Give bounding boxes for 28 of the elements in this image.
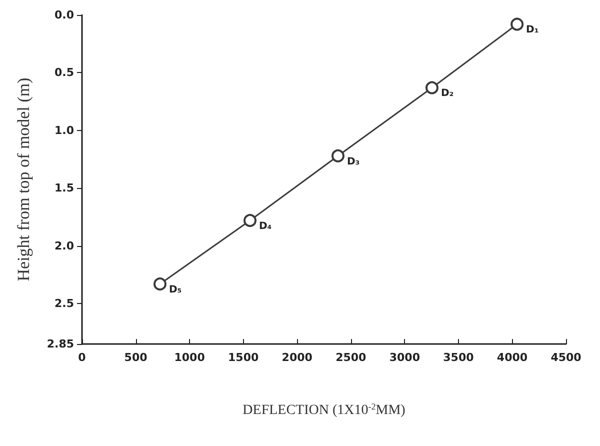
y-tick-label: 1.5 [54, 182, 74, 195]
point [331, 149, 344, 162]
y-tick-label: 2.5 [54, 297, 74, 310]
annotation: D₂ [440, 88, 454, 100]
annotation: D₅ [168, 284, 182, 296]
x-tick-label: 1000 [174, 351, 206, 364]
x-tick-label: 2000 [282, 351, 313, 364]
x-tick-label: 2500 [336, 351, 367, 364]
x-tick-label: 500 [124, 351, 148, 364]
annotation: D₃ [346, 156, 360, 168]
annotation: D₁ [526, 24, 539, 36]
y-tick-label: 0.0 [54, 8, 74, 22]
x-tick-label: 4500 [550, 351, 582, 364]
point [244, 214, 256, 227]
x-tick-label: 4000 [496, 351, 528, 364]
y-tick-label: 2.85 [46, 338, 74, 350]
y-axis-title: Height from top of model (m) [14, 78, 33, 282]
y-tick-label: 0.5 [54, 66, 74, 80]
point [510, 18, 524, 31]
x-tick-label: 1500 [228, 351, 259, 364]
x-tick-label: 3000 [389, 351, 420, 364]
y-tick-label: 1.0 [54, 124, 74, 137]
annotation: D₄ [259, 220, 272, 232]
point [425, 81, 438, 94]
point [153, 277, 166, 290]
y-tick-label: 2.0 [54, 239, 74, 252]
x-tick-label: 3500 [443, 351, 474, 364]
x-tick-label: 0 [78, 351, 86, 364]
